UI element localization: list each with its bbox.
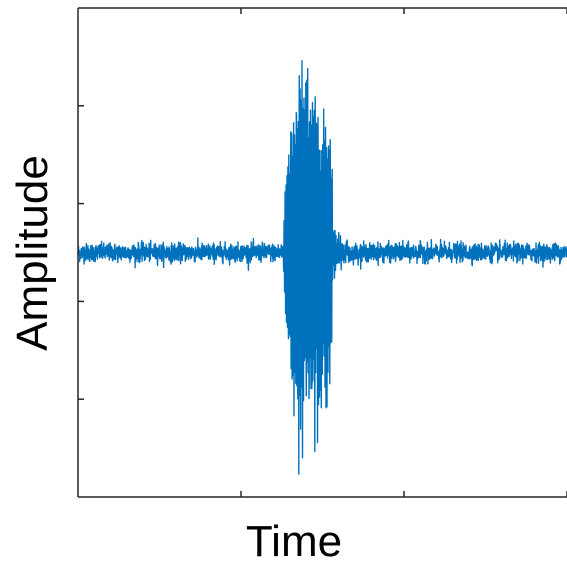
signal-line [77, 60, 567, 475]
x-axis-label: Time [246, 517, 342, 561]
y-axis-label: Amplitude [8, 155, 57, 351]
